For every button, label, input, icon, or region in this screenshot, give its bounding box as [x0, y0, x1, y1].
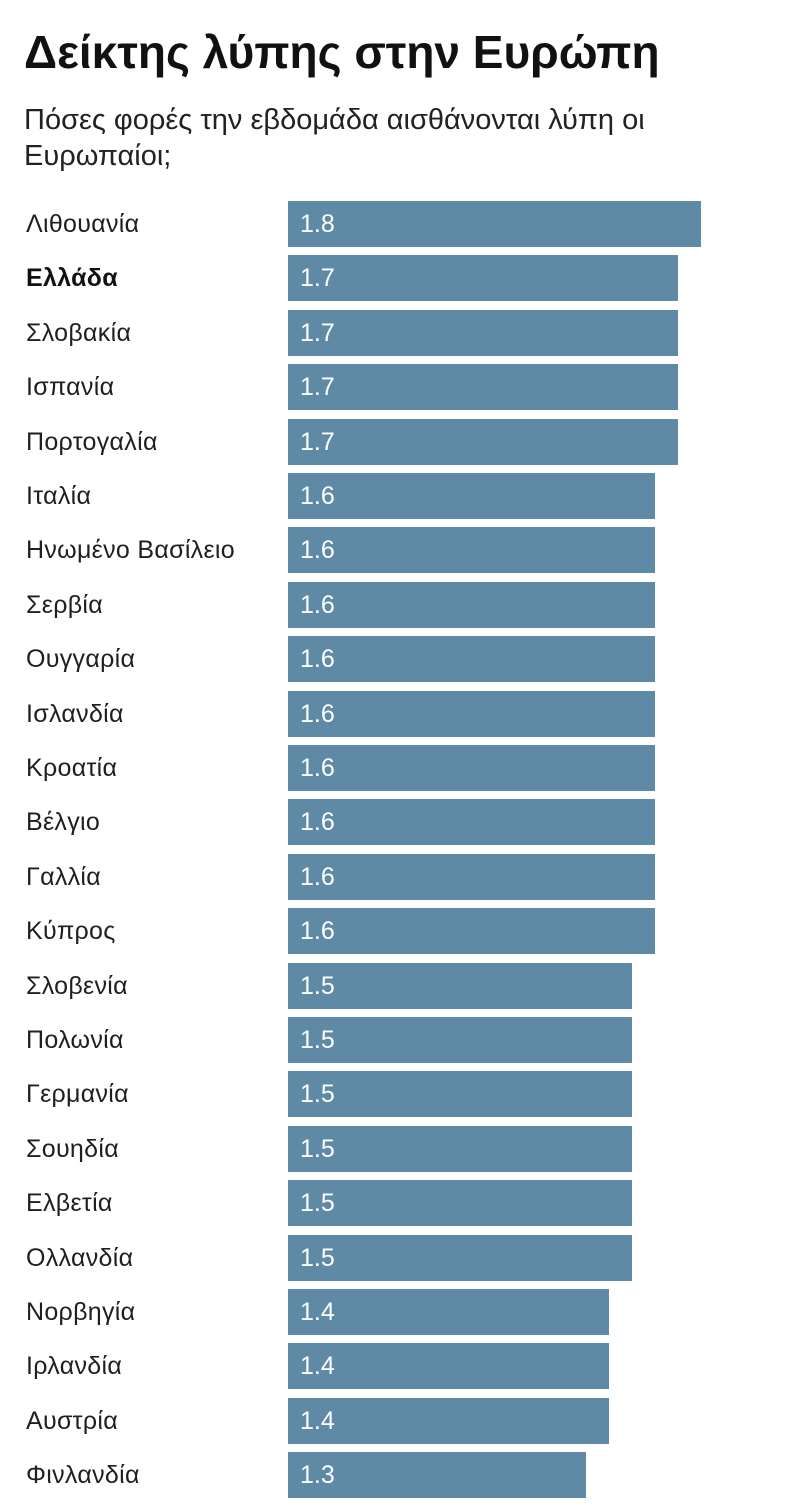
- bar: [288, 853, 655, 900]
- bar-value-label: 1.6: [300, 862, 335, 891]
- chart-title: Δείκτης λύπης στην Ευρώπη: [24, 26, 660, 78]
- bar: [288, 364, 678, 411]
- bar-row: Ιταλία 1.6: [0, 473, 806, 527]
- chart-subtitle: Πόσες φορές την εβδομάδα αισθάνονται λύπ…: [24, 104, 645, 172]
- bar-value-label: 1.5: [300, 1189, 335, 1218]
- bar: [288, 962, 632, 1009]
- bar: [288, 690, 655, 737]
- bar-row: Σερβία 1.6: [0, 581, 806, 636]
- bar-row: Πορτογαλία 1.7: [0, 418, 806, 473]
- bar: [288, 473, 655, 519]
- category-label: Κύπρος: [26, 917, 116, 946]
- bar-value-label: 1.6: [300, 645, 335, 674]
- bar-value-label: 1.5: [300, 971, 335, 1000]
- bar-value-label: 1.6: [300, 754, 335, 782]
- bar-value-label: 1.4: [300, 1352, 335, 1381]
- bar: [288, 255, 678, 302]
- bar-row: Σουηδία 1.5: [0, 1125, 806, 1180]
- bar-row: Φινλανδία 1.3: [0, 1452, 806, 1506]
- bar: [288, 1452, 586, 1499]
- bar-value-label: 1.5: [300, 1243, 335, 1272]
- category-label: Γερμανία: [26, 1080, 129, 1109]
- bar: [288, 1125, 632, 1172]
- bar-value-label: 1.5: [300, 1134, 335, 1163]
- bar: [288, 201, 701, 247]
- bar-value-label: 1.6: [300, 590, 335, 619]
- bar: [288, 581, 655, 628]
- bar: [288, 745, 655, 791]
- bar: [288, 636, 655, 683]
- bar: [288, 1071, 632, 1118]
- bar-row: Ηνωμένο Βασίλειο 1.6: [0, 527, 806, 581]
- category-label: Ισλανδία: [26, 699, 124, 728]
- bar-row: Σλοβενία 1.5: [0, 962, 806, 1017]
- bar-value-label: 1.8: [300, 210, 335, 238]
- category-label: Σλοβακία: [26, 318, 132, 347]
- bar: [288, 1180, 632, 1227]
- category-label: Ουγγαρία: [26, 645, 136, 674]
- category-label: Αυστρία: [26, 1406, 118, 1435]
- bar-row: Ιρλανδία 1.4: [0, 1343, 806, 1397]
- category-label: Πορτογαλία: [26, 427, 158, 456]
- bar-row: Ισλανδία 1.6: [0, 690, 806, 745]
- bar: [288, 1234, 632, 1281]
- category-label: Ελβετία: [26, 1189, 113, 1218]
- bar-row: Γερμανία 1.5: [0, 1071, 806, 1125]
- category-label: Νορβηγία: [26, 1298, 136, 1326]
- bar-value-label: 1.6: [300, 699, 335, 728]
- bar: [288, 1343, 609, 1390]
- bar: [288, 1397, 609, 1444]
- bar: [288, 309, 678, 356]
- bar: [288, 527, 655, 574]
- bar-value-label: 1.7: [300, 427, 335, 456]
- bar-value-label: 1.4: [300, 1298, 335, 1326]
- bar-row: Ελλάδα 1.7: [0, 255, 806, 309]
- bar-row: Λιθουανία 1.8: [0, 201, 806, 255]
- bar-value-label: 1.7: [300, 373, 335, 402]
- bar-row: Νορβηγία 1.4: [0, 1289, 806, 1343]
- category-label: Ιταλία: [26, 482, 92, 510]
- category-label: Κροατία: [26, 754, 118, 782]
- category-label: Σουηδία: [26, 1134, 119, 1163]
- category-label: Λιθουανία: [26, 210, 140, 238]
- bar: [288, 418, 678, 465]
- bar-value-label: 1.5: [300, 1080, 335, 1109]
- bar-value-label: 1.7: [300, 264, 335, 293]
- bar-row: Ολλανδία 1.5: [0, 1234, 806, 1289]
- category-label: Ιρλανδία: [26, 1352, 123, 1381]
- bar-row: Ισπανία 1.7: [0, 364, 806, 418]
- bar: [288, 1017, 632, 1063]
- bar: [288, 799, 655, 846]
- bar-row: Κύπρος 1.6: [0, 908, 806, 962]
- bar-row: Αυστρία 1.4: [0, 1397, 806, 1452]
- bar-row: Ελβετία 1.5: [0, 1180, 806, 1234]
- bar-value-label: 1.4: [300, 1406, 335, 1435]
- category-label: Γαλλία: [26, 862, 102, 891]
- category-label: Ολλανδία: [26, 1243, 134, 1272]
- category-label: Ελλάδα: [26, 264, 118, 293]
- bar-row: Σλοβακία 1.7: [0, 309, 806, 364]
- category-label: Βέλγιο: [26, 808, 101, 837]
- bar: [288, 1289, 609, 1335]
- category-label: Ηνωμένο Βασίλειο: [26, 536, 235, 565]
- bar-row: Γαλλία 1.6: [0, 853, 806, 908]
- category-label: Πολωνία: [26, 1026, 124, 1054]
- bar-row: Ουγγαρία 1.6: [0, 636, 806, 690]
- bar-value-label: 1.3: [300, 1461, 335, 1490]
- bar-value-label: 1.6: [300, 808, 335, 837]
- bar: [288, 908, 655, 955]
- bar-row: Κροατία 1.6: [0, 745, 806, 799]
- category-label: Σλοβενία: [26, 971, 128, 1000]
- bar-value-label: 1.6: [300, 536, 335, 565]
- bar-row: Βέλγιο 1.6: [0, 799, 806, 853]
- bar-row: Πολωνία 1.5: [0, 1017, 806, 1071]
- bar-value-label: 1.6: [300, 917, 335, 946]
- category-label: Φινλανδία: [26, 1461, 140, 1490]
- bar-value-label: 1.7: [300, 318, 335, 347]
- bar-value-label: 1.6: [300, 482, 335, 510]
- bar-value-label: 1.5: [300, 1026, 335, 1054]
- category-label: Ισπανία: [26, 373, 115, 402]
- category-label: Σερβία: [26, 590, 104, 619]
